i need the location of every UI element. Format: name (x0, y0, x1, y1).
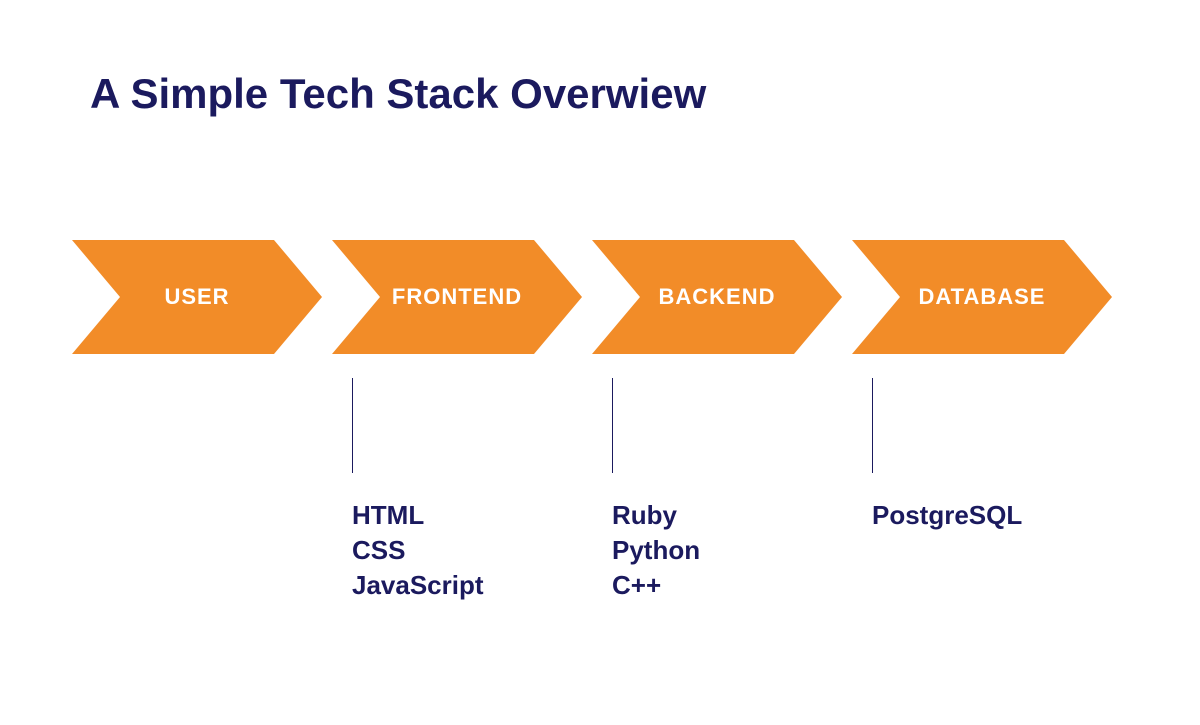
details-backend-line-1: Python (612, 533, 700, 568)
details-backend-line-0: Ruby (612, 498, 700, 533)
chevron-backend-label: BACKEND (592, 284, 794, 310)
chevron-database: DATABASE (852, 240, 1064, 354)
chevron-frontend-label: FRONTEND (332, 284, 534, 310)
chevron-frontend: FRONTEND (332, 240, 534, 354)
details-frontend-line-1: CSS (352, 533, 484, 568)
connector-database (872, 378, 873, 473)
chevron-user-label: USER (72, 284, 274, 310)
details-database: PostgreSQL (872, 498, 1022, 533)
details-frontend-line-0: HTML (352, 498, 484, 533)
connector-backend (612, 378, 613, 473)
chevron-backend: BACKEND (592, 240, 794, 354)
details-frontend-line-2: JavaScript (352, 568, 484, 603)
connector-frontend (352, 378, 353, 473)
details-backend: Ruby Python C++ (612, 498, 700, 603)
chevron-user: USER (72, 240, 274, 354)
details-backend-line-2: C++ (612, 568, 700, 603)
diagram-title: A Simple Tech Stack Overwiew (90, 70, 706, 118)
details-frontend: HTML CSS JavaScript (352, 498, 484, 603)
diagram-canvas: A Simple Tech Stack Overwiew USER FRONTE… (0, 0, 1200, 725)
details-database-line-0: PostgreSQL (872, 498, 1022, 533)
chevron-database-label: DATABASE (852, 284, 1064, 310)
